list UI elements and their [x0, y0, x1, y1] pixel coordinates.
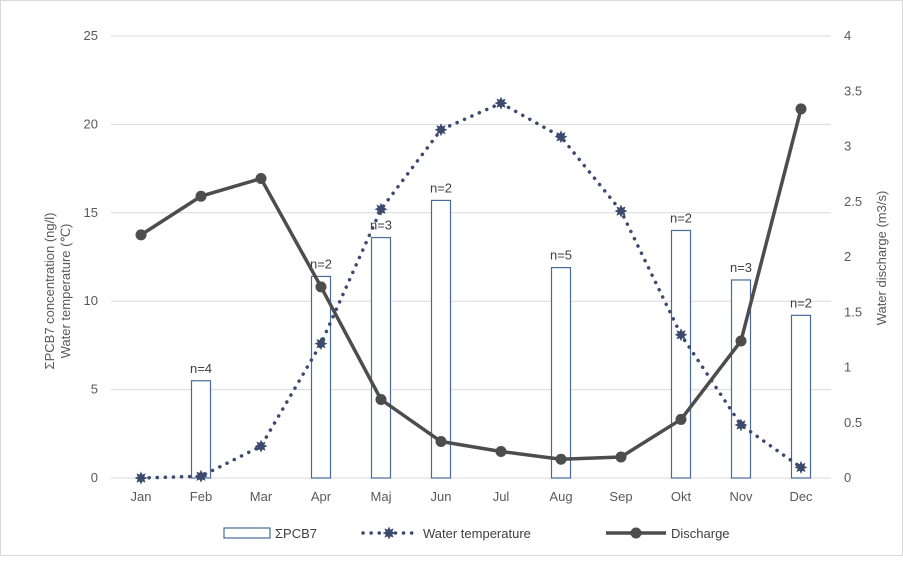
- pcb7-bar: [430, 199, 452, 479]
- right-tick-label: 1: [844, 360, 851, 375]
- legend-swatch-temperature-marker: [382, 526, 396, 540]
- right-tick-label: 1.5: [844, 304, 862, 319]
- left-tick-label: 0: [91, 470, 98, 485]
- bar-data-label: n=2: [430, 180, 452, 195]
- left-tick-label: 10: [84, 293, 98, 308]
- right-tick-label: 0.5: [844, 415, 862, 430]
- temperature-point: [494, 96, 508, 110]
- legend-label-temperature: Water temperature: [423, 526, 531, 541]
- gridlines: [111, 35, 831, 479]
- discharge-point: [495, 445, 507, 457]
- temperature-point: [254, 439, 268, 453]
- discharge-point: [255, 173, 267, 185]
- discharge-series: [135, 103, 807, 465]
- left-tick-label: 25: [84, 28, 98, 43]
- x-tick-label: Mar: [250, 489, 273, 504]
- legend-label-discharge: Discharge: [671, 526, 730, 541]
- x-tick-label: Apr: [311, 489, 332, 504]
- right-tick-label: 4: [844, 28, 851, 43]
- temperature-point: [134, 471, 148, 485]
- temperature-point: [734, 418, 748, 432]
- discharge-point: [795, 103, 807, 115]
- x-tick-label: Maj: [371, 489, 392, 504]
- temperature-point: [374, 202, 388, 216]
- left-tick-label: 20: [84, 116, 98, 131]
- discharge-point: [735, 335, 747, 347]
- bar-data-label: n=2: [790, 295, 812, 310]
- left-axis-label-line-1: ΣPCB7 concentration (ng/l): [42, 213, 57, 370]
- temperature-point: [314, 337, 328, 351]
- bar-data-label: n=5: [550, 248, 572, 263]
- bar-labels: n=4 n=2 n=3 n=2 n=5 n=2 n=3 n=2: [190, 180, 812, 375]
- bar-series: [190, 199, 812, 479]
- x-tick-label: Okt: [671, 489, 692, 504]
- pcb7-bar: [670, 229, 692, 479]
- pcb7-bar: [190, 380, 212, 479]
- discharge-point: [615, 451, 627, 463]
- right-tick-label: 2.5: [844, 194, 862, 209]
- x-tick-label: Nov: [729, 489, 753, 504]
- x-tick-label: Feb: [190, 489, 212, 504]
- discharge-point: [195, 190, 207, 202]
- bar-data-label: n=2: [310, 256, 332, 271]
- right-tick-label: 2: [844, 249, 851, 264]
- temperature-point: [194, 469, 208, 483]
- legend-label-pcb7: ΣPCB7: [275, 526, 317, 541]
- pcb7-bar: [790, 314, 812, 479]
- legend-swatch-discharge-marker: [630, 527, 642, 539]
- discharge-point: [435, 436, 447, 448]
- temperature-point: [794, 460, 808, 474]
- discharge-point: [675, 413, 687, 425]
- pcb7-bar: [310, 275, 332, 479]
- left-axis-label: ΣPCB7 concentration (ng/l) Water tempera…: [42, 213, 73, 370]
- bar-data-label: n=2: [670, 210, 692, 225]
- left-tick-label: 5: [91, 382, 98, 397]
- discharge-point: [375, 394, 387, 406]
- bar-data-label: n=3: [730, 260, 752, 275]
- right-axis-ticks: 0 0.5 1 1.5 2 2.5 3 3.5 4: [844, 28, 862, 485]
- temperature-point: [614, 204, 628, 218]
- temperature-point: [554, 130, 568, 144]
- right-axis-label: Water discharge (m3/s): [874, 191, 889, 326]
- x-tick-label: Sep: [609, 489, 632, 504]
- left-tick-label: 15: [84, 205, 98, 220]
- left-axis-ticks: 0 5 10 15 20 25: [84, 28, 98, 485]
- legend: ΣPCB7 Water temperature Discharge: [223, 526, 730, 541]
- x-tick-label: Aug: [549, 489, 572, 504]
- pcb7-bar: [370, 236, 392, 479]
- discharge-point: [135, 229, 147, 241]
- discharge-point: [555, 453, 567, 465]
- legend-swatch-pcb7: [223, 527, 271, 539]
- discharge-point: [315, 281, 327, 293]
- x-axis-ticks: Jan Feb Mar Apr Maj Jun Jul Aug Sep Okt Nov Dec: [131, 489, 814, 504]
- bar-data-label: n=4: [190, 361, 212, 376]
- x-tick-label: Jun: [431, 489, 452, 504]
- pcb7-bar: [550, 267, 572, 479]
- temperature-line: [139, 101, 803, 480]
- temperature-point: [674, 328, 688, 342]
- x-tick-label: Dec: [789, 489, 813, 504]
- left-axis-label-line-2: Water temperature (℃): [58, 224, 73, 359]
- x-tick-label: Jan: [131, 489, 152, 504]
- x-tick-label: Jul: [493, 489, 510, 504]
- right-tick-label: 0: [844, 470, 851, 485]
- right-tick-label: 3.5: [844, 83, 862, 98]
- bar-data-label: n=3: [370, 218, 392, 233]
- temperature-point: [434, 123, 448, 137]
- right-tick-label: 3: [844, 139, 851, 154]
- discharge-line: [140, 108, 803, 461]
- temperature-series: [134, 96, 808, 485]
